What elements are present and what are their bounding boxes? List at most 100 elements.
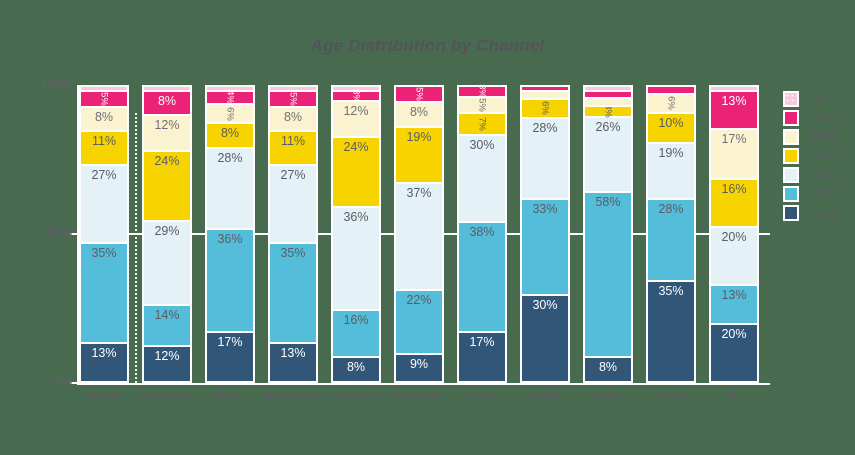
bar-segment-label: 8% bbox=[598, 360, 618, 375]
bar-segment-13-18: 13% bbox=[81, 344, 127, 381]
legend-swatch-45-54 bbox=[783, 129, 799, 145]
bar-segment-45-54: 12% bbox=[144, 116, 190, 153]
bar-tiktok: 35% 28% 19% 10% 6% bbox=[646, 85, 696, 383]
y-axis-tick-label: 50% bbox=[46, 226, 72, 240]
bar-segment-35-44: 3% bbox=[585, 104, 631, 118]
bar-segment-label: 20% bbox=[721, 326, 747, 341]
bar-segment-35-44: 10% bbox=[648, 113, 694, 145]
bar-segment-label: 16% bbox=[343, 313, 369, 328]
bar-segment-65+ bbox=[270, 87, 316, 92]
bar-segment-25-34: 29% bbox=[144, 221, 190, 306]
facebook-left-dotted-line bbox=[135, 113, 137, 383]
legend-item-45-54: 45-54 bbox=[783, 129, 839, 145]
bar-segment-label: 7% bbox=[476, 116, 488, 131]
bar-segment-25-34: 26% bbox=[585, 117, 631, 193]
bar-instagram: 8% 16% 36% 24% 12% 3% bbox=[331, 85, 381, 383]
bar-segment-label: 28% bbox=[658, 202, 684, 217]
bar-segment-35-44: 11% bbox=[81, 132, 127, 166]
bar-segment-label: 13% bbox=[91, 346, 117, 361]
bar-segment-label: 38% bbox=[469, 224, 495, 239]
bar-segment-label: 12% bbox=[154, 349, 180, 364]
x-axis-label-weibo: Weibo bbox=[589, 389, 623, 403]
bar-segment-19-24: 14% bbox=[144, 305, 190, 348]
bar-facebook: 12% 14% 29% 24% 12% 8% bbox=[142, 85, 192, 383]
bar-segment-55-64: 5% bbox=[270, 91, 316, 108]
y-axis-tick bbox=[70, 233, 78, 235]
bar-segment-label: 30% bbox=[532, 297, 558, 312]
bar-segment-45-54: 8% bbox=[396, 103, 442, 128]
bar-segment-label: 28% bbox=[532, 120, 558, 135]
bar-segment-label: 13% bbox=[721, 287, 747, 302]
bar-segment-label: 5% bbox=[287, 92, 299, 106]
legend-item-13-18: 13-18 bbox=[783, 205, 839, 221]
bar-twitter: 13% 35% 27% 11% 8% 5% bbox=[79, 85, 129, 383]
bar-segment-65+ bbox=[585, 87, 631, 92]
bar-segment-35-44: 6% bbox=[522, 99, 568, 119]
plot-area: 13% 35% 27% 11% 8% 5% 12% 14% 29% 24% 12% 8% 17% 36% 2… bbox=[70, 84, 770, 385]
legend-item-65+: 65+ bbox=[783, 91, 839, 107]
bar-segment-label: 24% bbox=[343, 140, 369, 155]
bar-segment-label: 8% bbox=[346, 360, 366, 375]
bar-segment-55-64 bbox=[522, 86, 568, 92]
bar-segment-19-24: 35% bbox=[81, 243, 127, 345]
bar-segment-label: 5% bbox=[98, 92, 110, 106]
bar-reddit: 30% 33% 28% 6% bbox=[520, 85, 570, 383]
bar-segment-label: 6% bbox=[539, 101, 551, 115]
bar-segment-label: 8% bbox=[220, 126, 240, 141]
bar-pinterest: 9% 22% 37% 19% 8% 5% bbox=[394, 85, 444, 383]
legend-label: 45-54 bbox=[808, 130, 839, 144]
bar-segment-45-54: 8% bbox=[270, 107, 316, 133]
bar-segment-label: 12% bbox=[343, 104, 369, 119]
bar-segment-label: 8% bbox=[94, 109, 114, 124]
bar-segment-label: 12% bbox=[154, 118, 180, 133]
bar-segment-45-54: 6% bbox=[207, 105, 253, 125]
x-axis-label-reddit: Reddit bbox=[525, 389, 561, 403]
y-axis-tick bbox=[70, 382, 78, 384]
bar-segment-19-24: 33% bbox=[522, 200, 568, 296]
x-axis-label-tumblr: Tumblr bbox=[461, 389, 499, 403]
bar-segment-19-24: 13% bbox=[711, 285, 757, 325]
x-axis-label-facebook: Facebook bbox=[138, 389, 192, 403]
bar-segment-45-54 bbox=[585, 99, 631, 108]
legend-label: 65+ bbox=[808, 92, 829, 106]
x-axis-label-microblogs: Microblogs bbox=[261, 389, 321, 403]
bar-segment-35-44: 7% bbox=[459, 113, 505, 136]
bar-segment-label: 27% bbox=[91, 167, 117, 182]
bar-segment-label: 36% bbox=[343, 209, 369, 224]
y-axis-tick-label: 0% bbox=[53, 375, 72, 389]
bar-segment-label: 19% bbox=[406, 129, 432, 144]
bar-segment-label: 17% bbox=[721, 132, 747, 147]
bar-segment-25-34: 30% bbox=[459, 135, 505, 223]
legend-label: 13-18 bbox=[808, 206, 839, 220]
bar-segment-label: 37% bbox=[406, 185, 432, 200]
bar-segment-45-54: 5% bbox=[459, 97, 505, 114]
bar-segment-19-24: 58% bbox=[585, 192, 631, 359]
bar-segment-label: 11% bbox=[280, 134, 306, 149]
bar-segment-label: 8% bbox=[283, 109, 303, 124]
bar-segment-35-44: 11% bbox=[270, 132, 316, 166]
bar-tumblr: 17% 38% 30% 7% 5% 3% bbox=[457, 84, 507, 383]
bar-segment-19-24: 36% bbox=[207, 229, 253, 334]
bar-segment-label: 19% bbox=[658, 146, 684, 161]
bar-segment-55-64: 8% bbox=[144, 91, 190, 117]
bar-blogs: 17% 36% 28% 8% 6% 4% bbox=[205, 85, 255, 383]
bar-segment-label: 4% bbox=[224, 90, 236, 105]
bar-segment-35-44: 19% bbox=[396, 127, 442, 184]
bar-segment-25-34: 28% bbox=[522, 118, 568, 201]
bar-segment-13-18: 13% bbox=[270, 344, 316, 381]
bar-segment-13-18: 17% bbox=[207, 333, 253, 381]
legend-swatch-13-18 bbox=[783, 205, 799, 221]
legend-item-35-44: 35-44 bbox=[783, 148, 839, 164]
legend-swatch-25-34 bbox=[783, 167, 799, 183]
x-axis-label-tiktok: TikTok bbox=[651, 389, 687, 403]
x-axis-label-blogs: Blogs bbox=[212, 389, 244, 403]
bar-segment-65+ bbox=[144, 86, 190, 92]
bar-segment-label: 17% bbox=[469, 334, 495, 349]
legend-label: 19-24 bbox=[808, 187, 839, 201]
bar-segment-45-54: 17% bbox=[711, 130, 757, 181]
bar-segment-label: 20% bbox=[721, 229, 747, 244]
bar-segment-45-54: 8% bbox=[81, 107, 127, 133]
bar-segment-13-18: 8% bbox=[333, 358, 379, 381]
bar-segment-45-54: 6% bbox=[648, 94, 694, 114]
